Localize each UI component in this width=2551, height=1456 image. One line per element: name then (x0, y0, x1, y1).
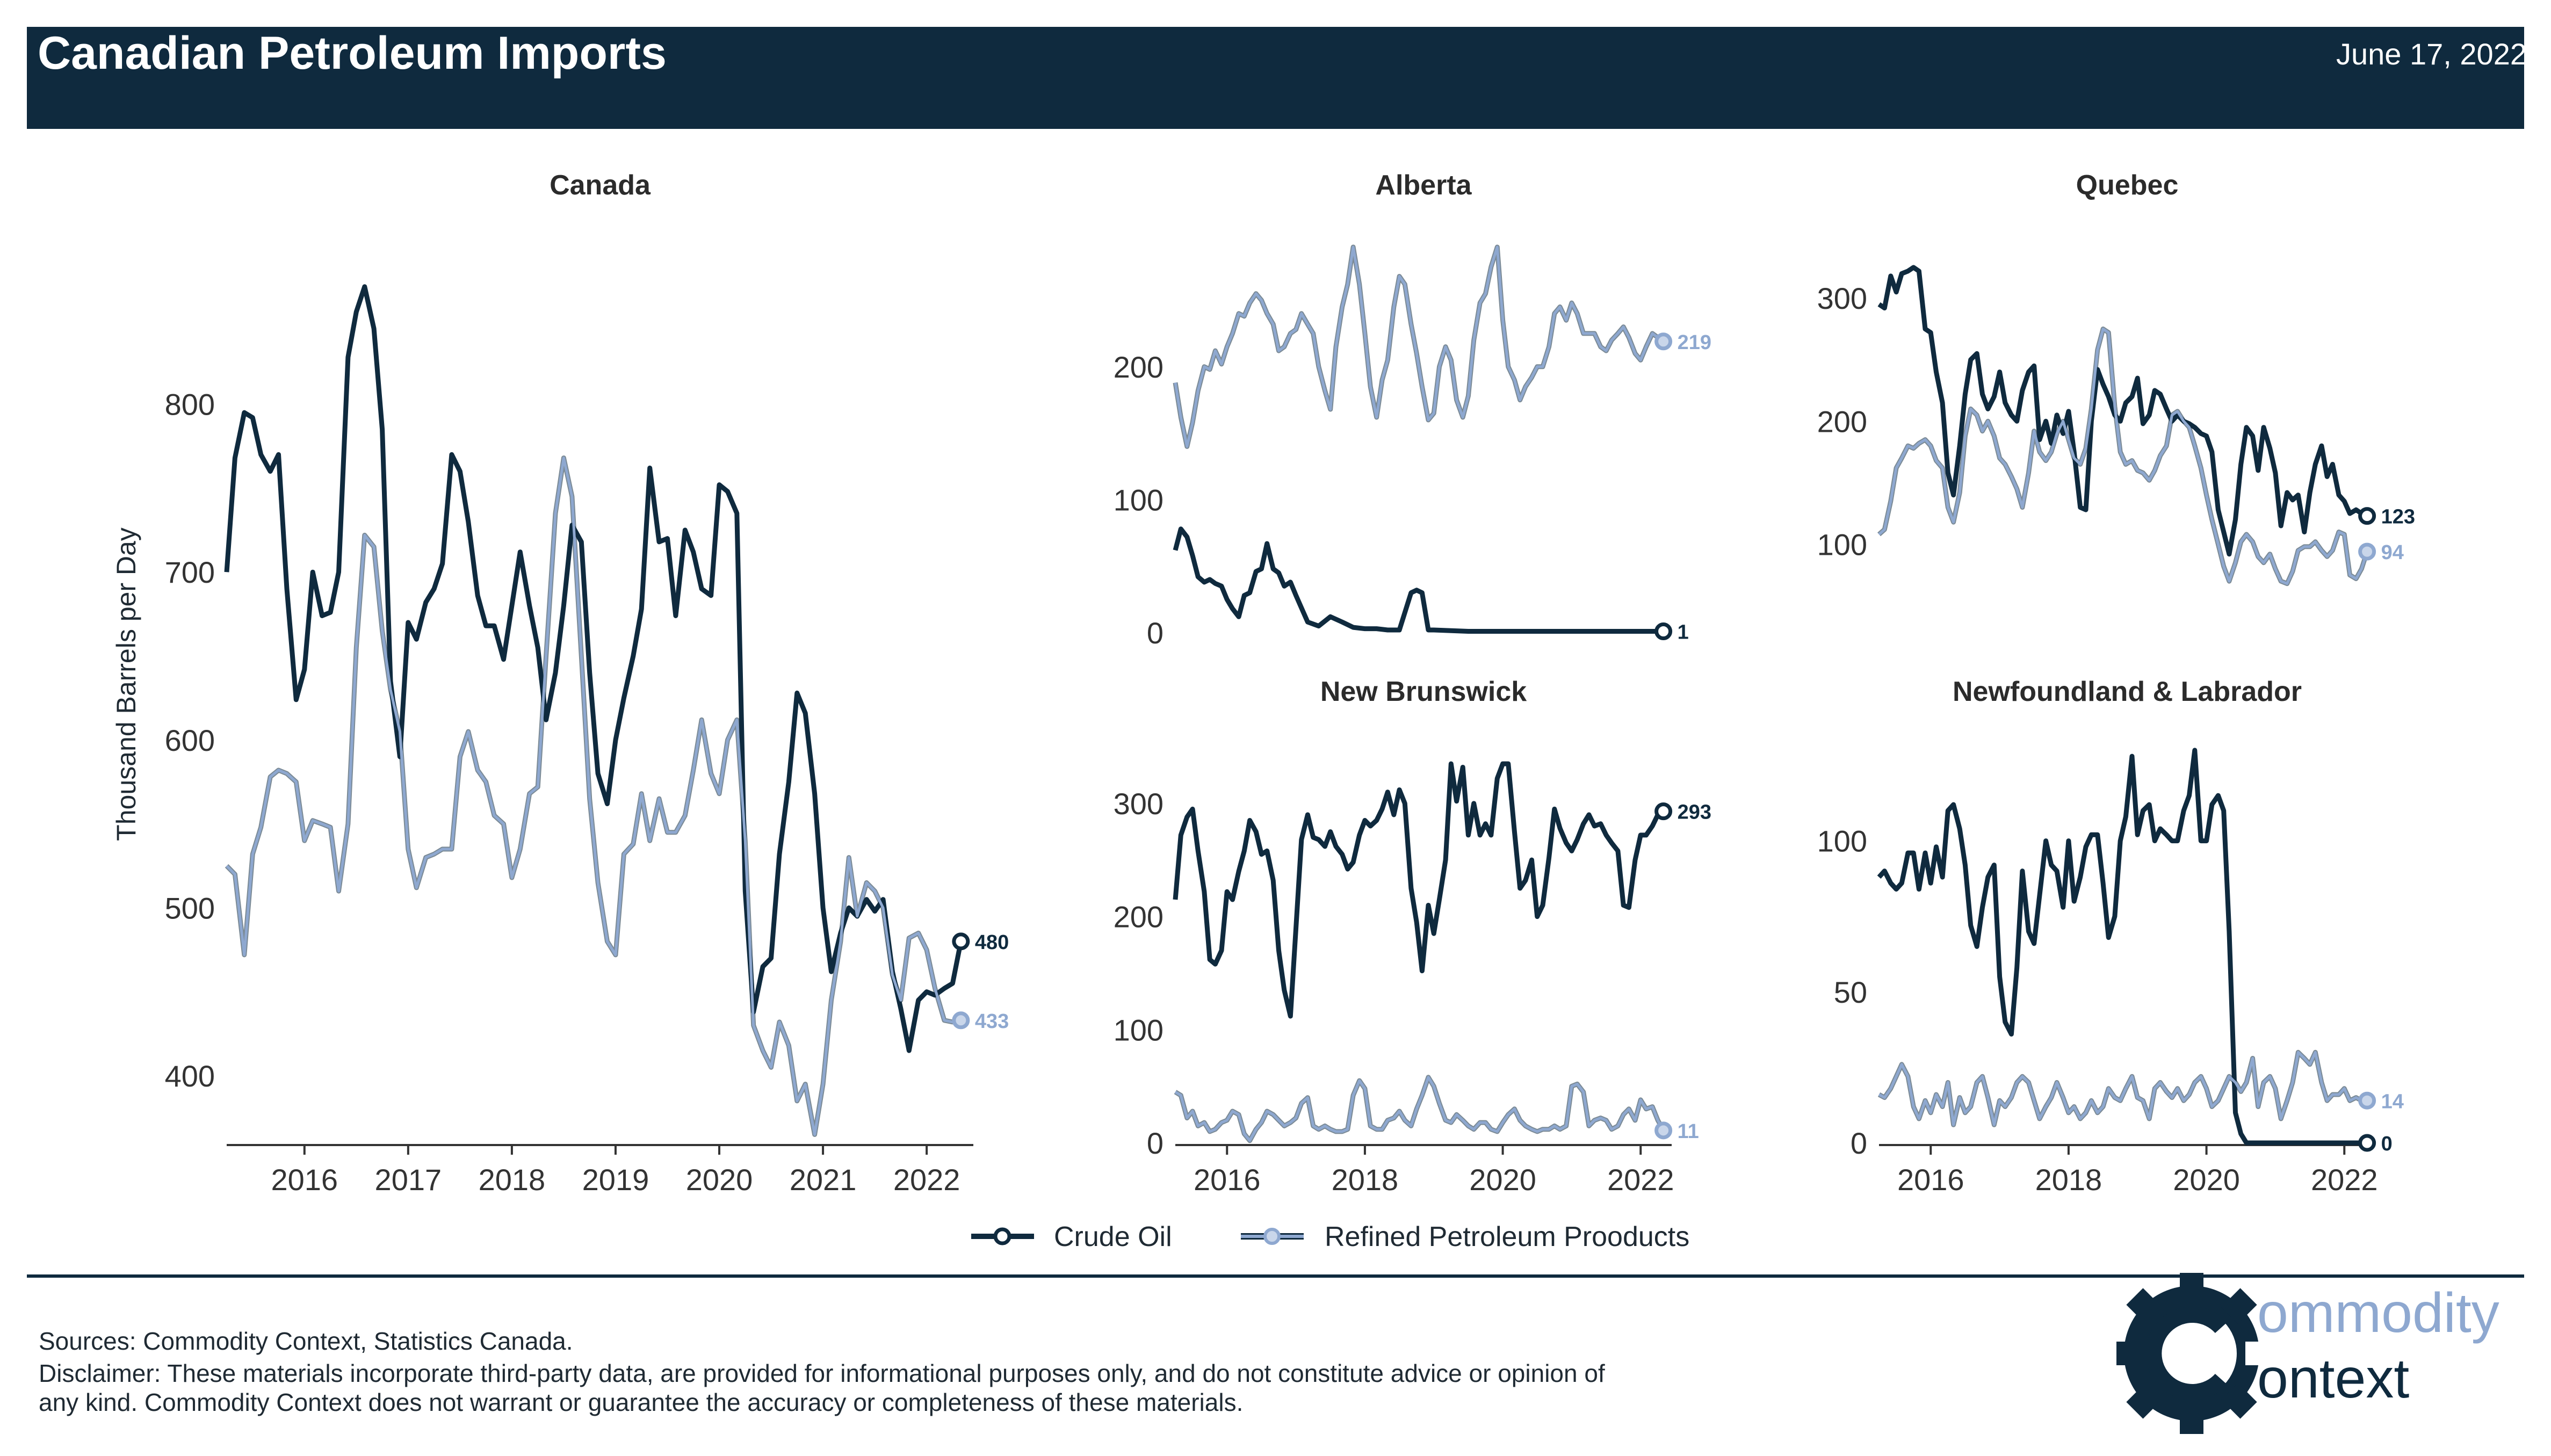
end-marker-crude (2358, 507, 2376, 525)
y-tick-label: 300 (1114, 787, 1164, 821)
series-line-refined-products (226, 457, 962, 1136)
end-marker-refined (2358, 542, 2376, 561)
end-marker-crude (1654, 802, 1673, 821)
series-line-refined-outline (225, 455, 962, 1137)
end-label-crude: 480 (975, 931, 1009, 954)
report-date: June 17, 2022 (2336, 37, 2527, 71)
panel-title: New Brunswick (1320, 676, 1527, 707)
end-marker-refined (952, 1011, 970, 1030)
chart-panel-alberta: Alberta 0 100 200 1 219 (1114, 170, 1711, 650)
end-marker-refined (2358, 1091, 2376, 1110)
y-tick-label: 100 (1114, 1013, 1164, 1047)
end-label-refined: 219 (1678, 331, 1711, 354)
series-line-crude-oil (1877, 265, 2368, 557)
x-tick-label: 2017 (375, 1163, 442, 1197)
footer-sources: Sources: Commodity Context, Statistics C… (39, 1327, 573, 1355)
y-tick-label: 50 (1834, 975, 1867, 1009)
end-marker-refined (1654, 332, 1673, 351)
y-tick-label: 300 (1817, 281, 1867, 315)
gear-icon (2116, 1273, 2278, 1434)
end-marker-crude (2358, 1134, 2376, 1152)
y-tick-label: 200 (1114, 350, 1164, 384)
footer-disclaimer: Disclaimer: These materials incorporate … (39, 1359, 1605, 1416)
series-line-crude-oil (1173, 761, 1665, 1019)
series-line-refined-outline (1173, 244, 1665, 449)
y-tick-label: 500 (165, 891, 215, 925)
x-tick-label: 2020 (686, 1163, 753, 1197)
x-tick-label: 2018 (2035, 1163, 2102, 1197)
panel-title: Canada (550, 170, 651, 201)
end-label-refined: 94 (2381, 541, 2404, 564)
chart-panel-quebec: Quebec 100 200 300 123 94 (1817, 170, 2415, 586)
logo-text-line1: ommodity (2257, 1282, 2499, 1344)
y-tick-label: 0 (1147, 1126, 1164, 1160)
chart-panel-newfoundland: Newfoundland & Labrador 0 50 100 2016 2018 202… (1817, 676, 2404, 1197)
chart-panel-new-brunswick: New Brunswick 0 100 200 300 2016 2018 2020 2022 2… (1114, 676, 1711, 1197)
legend-refined-label: Refined Petroleum Prooducts (1325, 1221, 1689, 1252)
x-tick-label: 2020 (2173, 1163, 2240, 1197)
end-marker-crude (952, 932, 970, 951)
end-label-refined: 14 (2381, 1090, 2404, 1113)
y-tick-label: 100 (1817, 824, 1867, 858)
y-tick-label: 100 (1114, 483, 1164, 517)
legend-crude-label: Crude Oil (1054, 1221, 1172, 1252)
x-tick-label: 2016 (1897, 1163, 1964, 1197)
y-tick-label: 700 (165, 555, 215, 589)
end-label-crude: 1 (1678, 621, 1689, 644)
y-tick-label: 0 (1147, 616, 1164, 650)
end-marker-crude (1654, 622, 1673, 641)
panel-title: Alberta (1375, 170, 1472, 201)
series-line-refined-outline (1174, 1075, 1666, 1143)
page-title: Canadian Petroleum Imports (38, 27, 667, 79)
x-tick-label: 2022 (893, 1163, 960, 1197)
x-tick-label: 2018 (1332, 1163, 1399, 1197)
x-tick-label: 2022 (1607, 1163, 1674, 1197)
x-tick-label: 2016 (1194, 1163, 1261, 1197)
end-label-refined: 433 (975, 1010, 1009, 1033)
y-tick-label: 200 (1114, 900, 1164, 934)
header-bar (27, 27, 2524, 129)
commodity-context-logo: ommodity ontext (2116, 1273, 2499, 1434)
legend-crude-marker (993, 1227, 1011, 1245)
y-tick-label: 400 (165, 1059, 215, 1093)
end-label-crude: 293 (1678, 801, 1711, 824)
series-line-crude-oil (1173, 526, 1664, 634)
x-tick-label: 2021 (790, 1163, 857, 1197)
series-line-refined-products (1878, 328, 2368, 585)
legend: Crude Oil Refined Petroleum Prooducts (971, 1221, 1689, 1252)
panel-title: Newfoundland & Labrador (1953, 676, 2302, 707)
x-tick-label: 2019 (582, 1163, 649, 1197)
series-line-crude-oil (224, 284, 964, 1053)
series-line-refined-products (1878, 1051, 2367, 1126)
series-line-refined-products (1174, 1076, 1665, 1142)
chart-panel-canada: Canada Thousand Barrels per Day 400 500 600 7… (111, 170, 1009, 1197)
y-tick-label: 0 (1851, 1126, 1867, 1160)
end-label-crude: 123 (2381, 506, 2415, 528)
y-tick-label: 200 (1817, 404, 1867, 438)
y-axis-label: Thousand Barrels per Day (111, 527, 141, 841)
legend-refined-marker (1263, 1228, 1281, 1245)
series-line-crude-oil (1877, 748, 2367, 1146)
x-tick-label: 2016 (271, 1163, 338, 1197)
y-tick-label: 600 (165, 723, 215, 757)
panel-title: Quebec (2076, 170, 2179, 201)
y-tick-label: 800 (165, 388, 215, 422)
end-label-refined: 11 (1678, 1120, 1699, 1143)
x-tick-label: 2018 (479, 1163, 546, 1197)
x-tick-label: 2022 (2311, 1163, 2378, 1197)
logo-text-line2: ontext (2257, 1348, 2409, 1410)
footer-divider (27, 1274, 2524, 1278)
y-tick-label: 100 (1817, 527, 1867, 561)
x-tick-label: 2020 (1469, 1163, 1536, 1197)
end-marker-refined (1654, 1121, 1673, 1140)
end-label-crude: 0 (2381, 1133, 2393, 1155)
series-line-refined-products (1174, 245, 1665, 448)
